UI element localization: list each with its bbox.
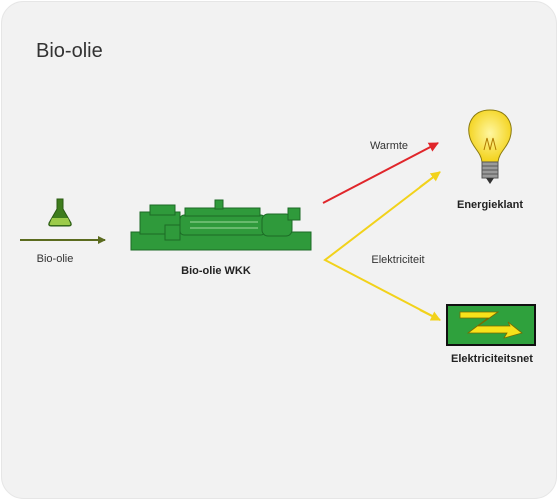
input-label: Bio-olie <box>37 253 74 265</box>
machine-label: Bio-olie WKK <box>181 265 251 277</box>
node-label: Energieklant <box>457 199 523 211</box>
diagram: Bio-olie Bio-olie Bio-olie WKK Warmte El… <box>0 0 558 500</box>
title: Bio-olie <box>36 40 103 62</box>
grid-icon <box>447 305 535 345</box>
node-label: Elektriciteitsnet <box>451 353 533 365</box>
flow-label: Warmte <box>370 140 408 152</box>
flow-label: Elektriciteit <box>371 254 424 266</box>
